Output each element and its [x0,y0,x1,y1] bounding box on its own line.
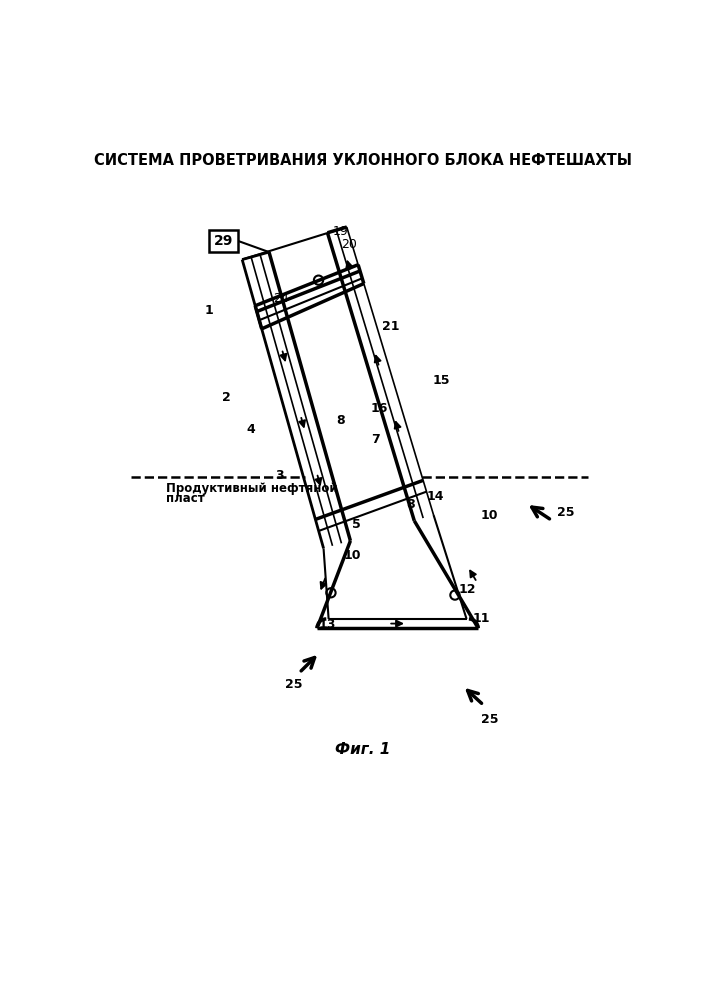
Text: 8: 8 [407,498,415,512]
Text: 19: 19 [332,225,348,238]
Text: 3: 3 [276,469,284,482]
Text: 10: 10 [343,549,361,562]
Text: 24: 24 [273,292,288,305]
Text: 12: 12 [459,583,476,596]
Text: 15: 15 [432,374,450,387]
Bar [209,230,238,252]
Text: 29: 29 [214,234,233,248]
Text: 20: 20 [341,238,358,251]
Text: 13: 13 [318,618,336,631]
Text: 1: 1 [204,304,213,317]
Text: Продуктивный нефтяной: Продуктивный нефтяной [166,482,337,495]
Text: Фиг. 1: Фиг. 1 [335,742,390,757]
Text: 8: 8 [336,414,344,427]
Text: 16: 16 [370,402,387,415]
Text: 25: 25 [481,713,498,726]
Text: 4: 4 [247,423,255,436]
Text: 7: 7 [370,433,380,446]
Text: пласт: пласт [166,492,204,505]
Text: 25: 25 [285,678,303,691]
Text: 21: 21 [382,320,399,333]
Text: 2: 2 [222,391,230,404]
Text: 14: 14 [427,490,444,503]
Text: 5: 5 [352,518,361,531]
Text: 10: 10 [480,509,498,522]
Text: 25: 25 [557,506,575,519]
Text: 11: 11 [472,612,490,625]
Text: СИСТЕМА ПРОВЕТРИВАНИЯ УКЛОННОГО БЛОКА НЕФТЕШАХТЫ: СИСТЕМА ПРОВЕТРИВАНИЯ УКЛОННОГО БЛОКА НЕ… [94,153,632,168]
